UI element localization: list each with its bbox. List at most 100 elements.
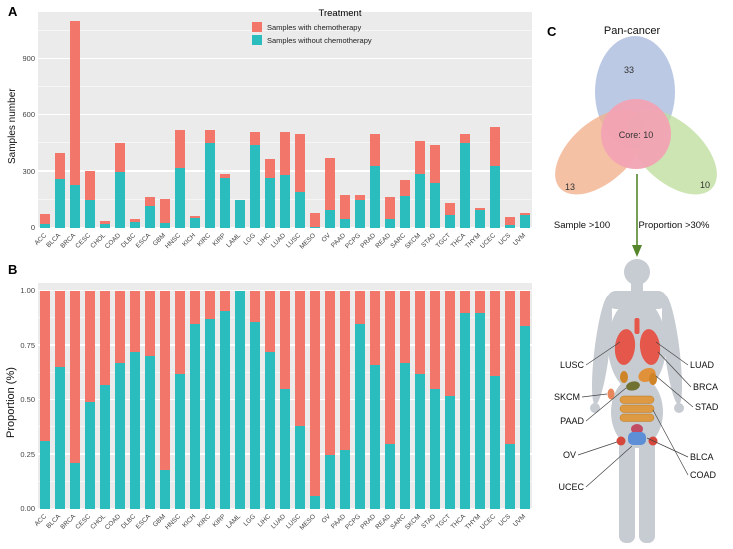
without-chemo-segment (324, 454, 335, 509)
without-chemo-swatch-icon (252, 35, 262, 45)
with-chemo-segment (339, 194, 350, 219)
bar-lihc (265, 158, 276, 228)
with-chemo-segment (265, 158, 276, 179)
bar-luad (280, 132, 290, 228)
with-chemo-segment (160, 199, 171, 223)
organ-label-skcm: SKCM (554, 392, 580, 402)
without-chemo-segment (265, 178, 276, 228)
uterus-icon (631, 424, 643, 434)
bar-thca (459, 134, 470, 228)
bladder-icon (628, 432, 646, 445)
with-chemo-segment (220, 173, 231, 179)
without-chemo-segment (130, 221, 141, 228)
bar-kirp (220, 291, 231, 509)
y-tick-label: 1.00 (20, 286, 35, 295)
grid-line (38, 57, 532, 59)
without-chemo-segment (115, 171, 126, 228)
bar-sarc (399, 291, 410, 509)
bar-chol (100, 291, 111, 509)
with-chemo-segment (175, 291, 186, 374)
with-chemo-segment (70, 21, 81, 185)
with-chemo-segment (414, 140, 425, 174)
without-chemo-segment (324, 210, 335, 228)
without-chemo-segment (429, 182, 440, 228)
with-chemo-segment (175, 130, 186, 168)
organ-label-coad: COAD (690, 470, 717, 480)
without-chemo-segment (220, 178, 231, 228)
right-kidney-icon (649, 373, 657, 385)
bar-gbm (160, 291, 171, 509)
bar-read (384, 291, 395, 509)
with-chemo-segment (354, 291, 365, 324)
with-chemo-segment (220, 291, 231, 311)
bar-ucs (504, 291, 515, 509)
without-chemo-segment (235, 199, 246, 228)
without-chemo-segment (399, 362, 410, 509)
trachea-icon (634, 318, 640, 334)
without-chemo-segment (294, 426, 305, 509)
with-chemo-segment (369, 134, 380, 167)
down-arrow-head-icon (632, 245, 642, 257)
without-chemo-segment (339, 450, 350, 509)
without-chemo-segment (519, 325, 530, 509)
without-chemo-segment (265, 352, 276, 509)
with-chemo-segment (309, 291, 320, 496)
right-lung-icon (639, 329, 661, 365)
bar-hnsc (175, 291, 186, 509)
organ-label-lusc: LUSC (560, 360, 585, 370)
without-chemo-segment (309, 495, 320, 509)
with-chemo-segment (414, 291, 425, 374)
bar-pcpg (354, 291, 365, 509)
without-chemo-segment (459, 143, 470, 228)
without-chemo-segment (519, 215, 530, 228)
without-chemo-segment (55, 367, 66, 509)
with-chemo-segment (280, 132, 290, 176)
with-chemo-segment (519, 212, 530, 216)
bar-uvm (519, 291, 530, 509)
without-chemo-segment (55, 179, 66, 228)
without-chemo-segment (205, 143, 216, 228)
bar-lgg (250, 291, 261, 509)
left-kidney-icon (620, 371, 628, 383)
bar-acc (40, 213, 51, 228)
bar-blca (55, 152, 66, 228)
venn-sample-caption: Sample >100 (554, 220, 610, 231)
with-chemo-segment (145, 291, 156, 357)
without-chemo-segment (145, 356, 156, 509)
treatment-legend: Treatment Samples with chemotherapy Samp… (252, 8, 428, 48)
bar-sarc (399, 180, 410, 228)
with-chemo-segment (160, 291, 171, 470)
bar-hnsc (175, 130, 186, 228)
organ-label-luad: LUAD (690, 360, 715, 370)
bar-uvm (519, 212, 530, 228)
with-chemo-segment (280, 291, 290, 390)
y-tick-label: 0.75 (20, 340, 35, 350)
bar-gbm (160, 199, 171, 228)
without-chemo-segment (444, 395, 455, 509)
with-chemo-segment (474, 291, 485, 313)
without-chemo-segment (220, 310, 231, 509)
with-chemo-segment (40, 213, 51, 224)
organ-label-lines (577, 341, 694, 488)
y-tick-label: 300 (22, 166, 35, 176)
bar-chol (100, 220, 111, 228)
with-chemo-segment (399, 291, 410, 363)
y-tick-label: 0.00 (20, 504, 35, 513)
bar-meso (309, 212, 320, 228)
with-chemo-segment (384, 197, 395, 219)
legend-label-with-chemo: Samples with chemotherapy (267, 22, 362, 32)
bar-stad (429, 145, 440, 228)
y-tick-label: 0.50 (20, 395, 35, 404)
without-chemo-segment (354, 199, 365, 228)
y-tick-label: 600 (22, 110, 35, 120)
bar-tgct (444, 291, 455, 509)
bar-stad (429, 291, 440, 509)
legend-title: Treatment (318, 8, 362, 19)
without-chemo-segment (369, 166, 380, 228)
with-chemo-segment (205, 291, 216, 320)
without-chemo-segment (444, 214, 455, 228)
without-chemo-segment (145, 206, 156, 228)
with-chemo-segment (145, 197, 156, 207)
panel-a-label: A (8, 4, 18, 19)
pancreas-icon (626, 381, 640, 391)
